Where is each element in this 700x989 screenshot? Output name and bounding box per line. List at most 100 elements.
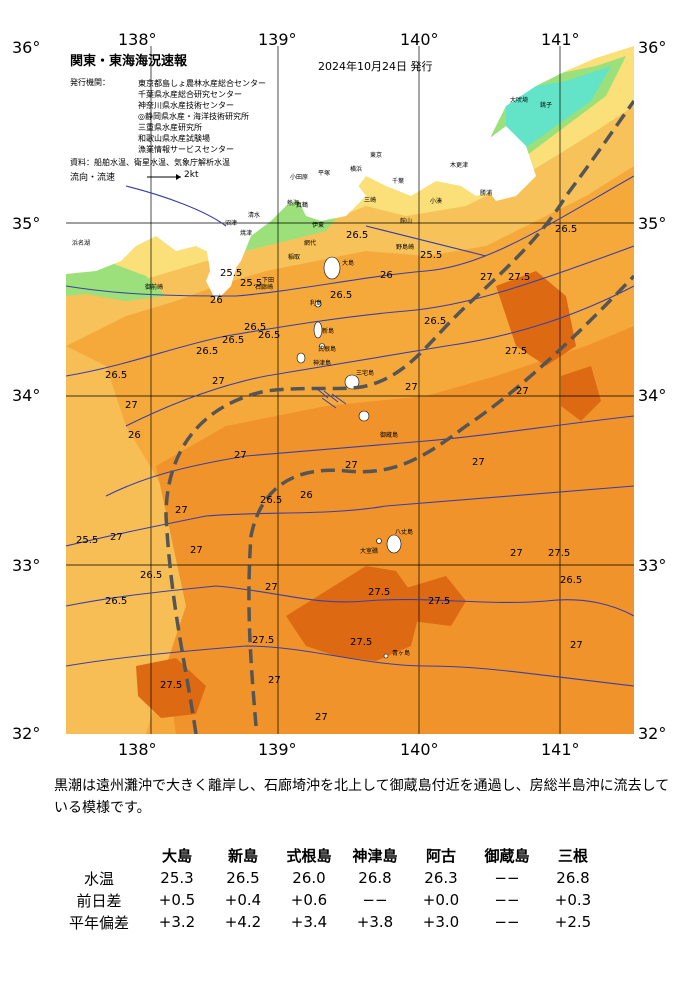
place-name: 小田原 bbox=[290, 174, 309, 181]
isotherm-label: 27.5 bbox=[505, 346, 528, 357]
data-source: 資料：船舶水温、衛星水温、気象庁解析水温 bbox=[70, 158, 230, 167]
land-honshu bbox=[66, 46, 634, 301]
island-miyakejima bbox=[344, 374, 360, 390]
flow-legend-scale: 2kt bbox=[184, 170, 199, 180]
current-vector bbox=[321, 397, 337, 409]
institution: 東京都島しょ農林水産総合センター bbox=[138, 79, 266, 88]
place-name: 千葉 bbox=[392, 178, 405, 185]
lat-label-36: 36° bbox=[12, 38, 41, 57]
place-name: 御前崎 bbox=[145, 284, 164, 291]
land-miura bbox=[296, 176, 366, 221]
isotherm-1 bbox=[66, 175, 634, 297]
table-header: 神津島 bbox=[352, 846, 398, 865]
isotherm-label: 27 bbox=[175, 505, 188, 516]
isotherm-label: 27.5 bbox=[160, 680, 183, 691]
table-row: 平年偏差 +3.2 +4.2 +3.4 +3.8 +3.0 −− +2.5 bbox=[54, 911, 606, 933]
sea-zone-west bbox=[66, 346, 196, 734]
row-label: 平年偏差 bbox=[68, 913, 129, 932]
place-name: 新島 bbox=[322, 328, 335, 335]
isotherm-label: 27.5 bbox=[428, 596, 451, 607]
island-oshima bbox=[323, 256, 341, 280]
isotherm-label: 27 bbox=[125, 400, 138, 411]
description-text: 黒潮は遠州灘沖で大きく離岸し、石廊埼沖を北上して御蔵島付近を通過し、房総半島沖に… bbox=[54, 778, 670, 816]
hot-patch-south bbox=[286, 566, 421, 661]
table-cell: 26.3 bbox=[424, 869, 458, 887]
table-header: 式根島 bbox=[286, 846, 332, 865]
place-name: 浜名湖 bbox=[72, 240, 91, 247]
lat-label-right-36: 36° bbox=[638, 38, 667, 57]
isotherm-label: 26 bbox=[300, 490, 313, 501]
place-name: 沼津 bbox=[225, 220, 238, 227]
institution: 漁業情報サービスセンター bbox=[138, 145, 234, 154]
lon-label-bottom-139: 139° bbox=[258, 740, 297, 759]
place-name: 焼津 bbox=[240, 230, 253, 237]
isotherm-label: 26.5 bbox=[560, 575, 583, 586]
isotherm-label: 25.5 bbox=[420, 250, 443, 261]
kuroshio-axis-branch bbox=[247, 274, 634, 727]
place-name: 熱海 bbox=[287, 200, 300, 207]
place-name: 小湊 bbox=[430, 198, 443, 205]
current-vector bbox=[331, 393, 347, 405]
place-name: 野島崎 bbox=[396, 244, 415, 251]
place-name: 横浜 bbox=[350, 166, 363, 173]
isotherm-5 bbox=[66, 485, 634, 547]
hot-patch-southwest bbox=[136, 658, 206, 718]
isotherm-label: 27 bbox=[268, 675, 281, 686]
isotherm-label: 25.5 bbox=[220, 268, 243, 279]
lon-label-138: 138° bbox=[118, 30, 157, 49]
isotherm-label: 27 bbox=[516, 386, 529, 397]
table-cell: −− bbox=[494, 913, 520, 931]
table-cell: 25.3 bbox=[160, 869, 194, 887]
row-label: 水温 bbox=[83, 869, 114, 888]
isotherm-label: 27 bbox=[190, 545, 203, 556]
kuroshio-axis-main bbox=[164, 99, 634, 734]
table-cell: +0.4 bbox=[224, 891, 262, 909]
isotherm-label: 26.5 bbox=[260, 495, 283, 506]
current-vectors bbox=[315, 387, 347, 409]
place-name: 真鶴 bbox=[296, 202, 309, 209]
lon-label-139: 139° bbox=[258, 30, 297, 49]
isotherm-label: 27 bbox=[472, 457, 485, 468]
table-header: 阿古 bbox=[425, 846, 456, 865]
isotherm-label: 27.5 bbox=[252, 635, 275, 646]
isotherm-label: 26.5 bbox=[258, 330, 281, 341]
isotherm-label: 27 bbox=[212, 376, 225, 387]
isotherm-6 bbox=[66, 585, 634, 617]
lat-label-right-32: 32° bbox=[638, 724, 667, 743]
table-cell: −− bbox=[362, 891, 388, 909]
lon-label-bottom-141: 141° bbox=[541, 740, 580, 759]
isotherm-2 bbox=[66, 245, 634, 377]
lat-label-32: 32° bbox=[12, 724, 41, 743]
lon-label-bottom-138: 138° bbox=[118, 740, 157, 759]
place-name: 三崎 bbox=[364, 197, 377, 204]
isotherm-label: 26 bbox=[380, 270, 393, 281]
isotherm-label: 26.5 bbox=[244, 322, 267, 333]
lat-label-right-33: 33° bbox=[638, 556, 667, 575]
table-cell: 26.0 bbox=[292, 869, 326, 887]
isotherm-label: 26.5 bbox=[555, 224, 578, 235]
isotherm-3 bbox=[125, 285, 634, 427]
place-name: 石廊崎 bbox=[255, 284, 274, 291]
isotherm-label: 27.5 bbox=[368, 587, 391, 598]
hot-patch-east bbox=[496, 271, 576, 366]
current-vector bbox=[323, 390, 339, 403]
island-hachijokojima bbox=[376, 538, 382, 544]
island-mikurajima bbox=[358, 410, 370, 422]
isotherm-label: 26 bbox=[210, 295, 223, 306]
isotherm-label: 26.5 bbox=[105, 596, 128, 607]
island-aogashima bbox=[383, 653, 389, 659]
lat-label-right-34: 34° bbox=[638, 386, 667, 405]
lon-label-bottom-140: 140° bbox=[400, 740, 439, 759]
isotherm-label: 26.5 bbox=[140, 570, 163, 581]
island-kozushima bbox=[296, 352, 306, 364]
hot-patch-east-2 bbox=[561, 366, 601, 421]
institution: ◎静岡県水産・海洋技術研究所 bbox=[138, 112, 249, 121]
isotherm-8 bbox=[125, 185, 227, 227]
institution: 千葉県水産総合研究センター bbox=[138, 90, 242, 99]
hot-patch-south-2 bbox=[396, 576, 466, 626]
isotherm-label: 27 bbox=[570, 640, 583, 651]
sea-temperature-map bbox=[66, 46, 634, 734]
land-izu-peninsula bbox=[206, 206, 246, 296]
place-name: 青ヶ島 bbox=[392, 650, 411, 657]
island-toshima bbox=[314, 300, 322, 308]
